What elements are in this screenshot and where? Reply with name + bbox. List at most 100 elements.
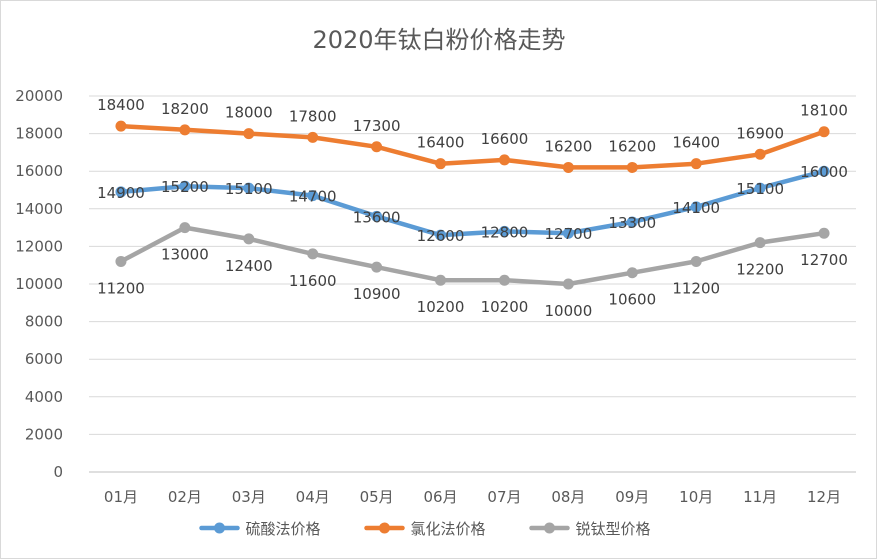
legend-swatch-marker <box>214 522 225 534</box>
x-tick-label: 12月 <box>807 488 841 506</box>
data-point <box>307 248 319 260</box>
x-tick-label: 02月 <box>168 488 202 506</box>
chart-title: 2020年钛白粉价格走势 <box>312 26 565 54</box>
data-point <box>307 190 319 202</box>
data-label: 12700 <box>545 225 593 243</box>
y-tick-label: 20000 <box>15 87 63 105</box>
data-label: 15200 <box>161 178 209 196</box>
data-label: 18400 <box>97 96 145 114</box>
data-label: 18000 <box>225 104 273 122</box>
data-label: 10600 <box>608 291 656 309</box>
y-tick-label: 4000 <box>25 388 63 406</box>
data-label: 11200 <box>672 279 720 297</box>
data-label: 11200 <box>97 279 145 297</box>
x-tick-label: 06月 <box>423 488 457 506</box>
y-tick-label: 8000 <box>25 313 63 331</box>
data-label: 13600 <box>353 208 401 226</box>
data-label: 12400 <box>225 257 273 275</box>
legend-item: 硫酸法价格 <box>199 520 321 538</box>
data-point <box>818 126 830 138</box>
legend-swatch-marker <box>379 522 390 534</box>
data-point <box>115 255 127 267</box>
series-layer <box>115 120 830 290</box>
data-label: 12800 <box>481 223 529 241</box>
legend-swatch-marker <box>544 522 555 534</box>
data-label: 13300 <box>608 214 656 232</box>
legend-item: 氯化法价格 <box>364 520 486 538</box>
data-label: 10200 <box>481 298 529 316</box>
x-tick-label: 01月 <box>104 488 138 506</box>
data-labels: 14900 15200 15100 14700 13600 12600 12800 12700… <box>97 96 848 320</box>
data-label: 17800 <box>289 107 337 125</box>
data-label: 10000 <box>545 302 593 320</box>
legend: 硫酸法价格 氯化法价格 锐钛型价格 <box>199 520 651 538</box>
y-tick-label: 18000 <box>15 125 63 143</box>
data-point <box>435 229 447 241</box>
data-point <box>243 233 255 245</box>
data-point <box>498 225 510 237</box>
data-point <box>690 158 702 170</box>
data-label: 14100 <box>672 199 720 217</box>
data-label: 16900 <box>736 124 784 142</box>
data-label: 10900 <box>353 285 401 303</box>
data-label: 14900 <box>97 184 145 202</box>
data-point <box>243 182 255 194</box>
data-point <box>754 237 766 249</box>
x-tick-label: 05月 <box>360 488 394 506</box>
y-axis: 0 2000 4000 6000 8000 10000 12000 14000 16000 180… <box>15 87 63 481</box>
data-point <box>626 216 638 228</box>
x-tick-label: 04月 <box>296 488 330 506</box>
data-point <box>562 161 574 173</box>
data-label: 15100 <box>225 180 273 198</box>
x-tick-label: 09月 <box>615 488 649 506</box>
x-tick-label: 03月 <box>232 488 266 506</box>
y-tick-label: 10000 <box>15 275 63 293</box>
x-tick-label: 07月 <box>487 488 521 506</box>
y-tick-label: 0 <box>53 463 63 481</box>
data-point <box>754 182 766 194</box>
data-label: 16600 <box>481 130 529 148</box>
data-label: 10200 <box>417 298 465 316</box>
data-point <box>179 124 191 136</box>
data-point <box>690 255 702 267</box>
data-label: 16400 <box>417 134 465 152</box>
data-point <box>818 227 830 239</box>
y-tick-label: 12000 <box>15 237 63 255</box>
y-tick-label: 16000 <box>15 162 63 180</box>
data-point <box>307 131 319 143</box>
data-point <box>498 274 510 286</box>
data-label: 16200 <box>545 137 593 155</box>
data-point <box>115 120 127 132</box>
data-label: 17300 <box>353 117 401 135</box>
data-point <box>690 201 702 213</box>
data-label: 18100 <box>800 102 848 120</box>
data-label: 14700 <box>289 188 337 206</box>
data-point <box>371 141 383 153</box>
legend-item: 锐钛型价格 <box>529 520 651 538</box>
data-label: 16400 <box>672 134 720 152</box>
series-line <box>118 168 827 238</box>
series-line <box>118 123 827 170</box>
data-point <box>562 278 574 290</box>
series-line <box>118 225 827 287</box>
legend-label: 锐钛型价格 <box>576 520 651 538</box>
data-point <box>371 261 383 273</box>
data-label: 12700 <box>800 251 848 269</box>
x-tick-label: 10月 <box>679 488 713 506</box>
data-label: 13000 <box>161 246 209 264</box>
data-point <box>818 165 830 177</box>
data-point <box>435 274 447 286</box>
data-point <box>562 227 574 239</box>
y-tick-label: 6000 <box>25 350 63 368</box>
x-tick-label: 08月 <box>551 488 585 506</box>
data-label: 15100 <box>736 180 784 198</box>
data-point <box>371 210 383 222</box>
data-point <box>626 267 638 279</box>
data-label: 16200 <box>608 137 656 155</box>
data-label: 12600 <box>417 227 465 245</box>
y-tick-label: 2000 <box>25 425 63 443</box>
data-point <box>435 158 447 170</box>
data-point <box>754 148 766 160</box>
